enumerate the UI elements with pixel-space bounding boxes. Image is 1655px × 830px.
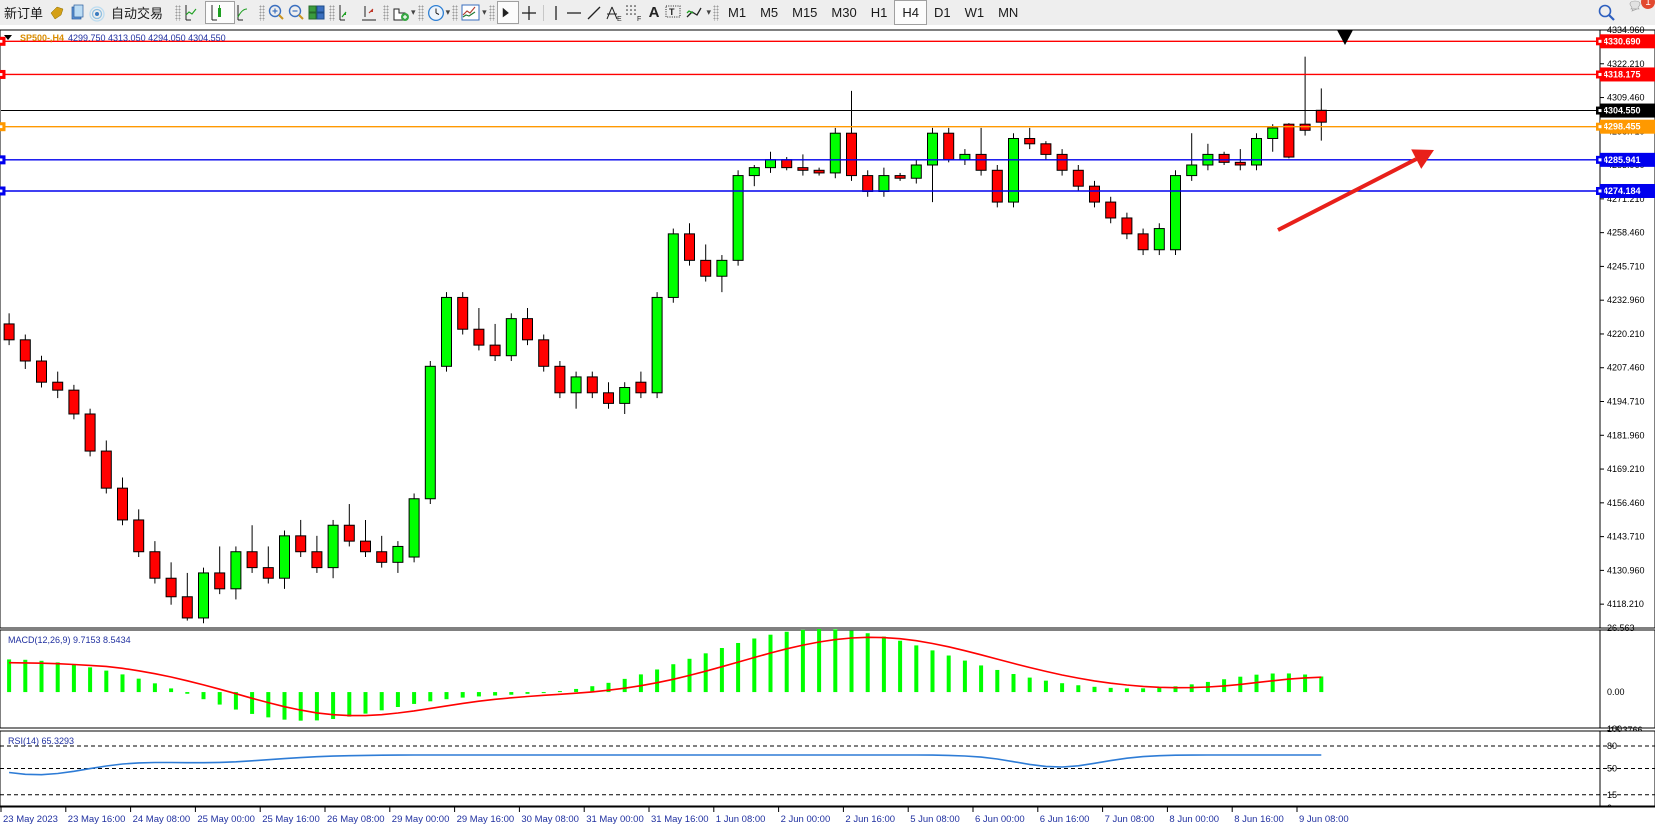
svg-text:29 May 16:00: 29 May 16:00: [457, 814, 515, 825]
svg-text:23 May 2023: 23 May 2023: [3, 814, 58, 825]
svg-text:SP500-,H4: SP500-,H4: [20, 33, 64, 43]
svg-text:4207.460: 4207.460: [1607, 363, 1645, 373]
svg-text:31 May 16:00: 31 May 16:00: [651, 814, 709, 825]
svg-text:4245.710: 4245.710: [1607, 261, 1645, 271]
svg-text:4334.960: 4334.960: [1607, 25, 1645, 35]
svg-text:4304.550: 4304.550: [1603, 106, 1641, 116]
svg-text:2 Jun 00:00: 2 Jun 00:00: [781, 814, 831, 825]
svg-text:25 May 16:00: 25 May 16:00: [262, 814, 320, 825]
svg-text:26.563: 26.563: [1607, 623, 1635, 633]
svg-text:4232.960: 4232.960: [1607, 295, 1645, 305]
svg-text:4330.690: 4330.690: [1603, 36, 1641, 46]
svg-text:4298.455: 4298.455: [1603, 122, 1641, 132]
svg-text:23 May 16:00: 23 May 16:00: [68, 814, 126, 825]
svg-text:29 May 00:00: 29 May 00:00: [392, 814, 450, 825]
svg-text:0.00: 0.00: [1607, 687, 1625, 697]
svg-text:MACD(12,26,9) 9.7153 8.5434: MACD(12,26,9) 9.7153 8.5434: [8, 635, 131, 645]
svg-text:9 Jun 08:00: 9 Jun 08:00: [1299, 814, 1349, 825]
svg-text:2 Jun 16:00: 2 Jun 16:00: [845, 814, 895, 825]
svg-text:25 May 00:00: 25 May 00:00: [197, 814, 255, 825]
svg-text:30 May 08:00: 30 May 08:00: [521, 814, 579, 825]
svg-text:6 Jun 16:00: 6 Jun 16:00: [1040, 814, 1090, 825]
svg-text:4181.960: 4181.960: [1607, 430, 1645, 440]
svg-text:F: F: [637, 16, 641, 23]
svg-text:E: E: [617, 16, 622, 23]
svg-text:RSI(14) 65.3293: RSI(14) 65.3293: [8, 736, 74, 746]
svg-text:4156.460: 4156.460: [1607, 498, 1645, 508]
svg-text:4309.460: 4309.460: [1607, 93, 1645, 103]
svg-text:8 Jun 00:00: 8 Jun 00:00: [1169, 814, 1219, 825]
svg-text:6 Jun 00:00: 6 Jun 00:00: [975, 814, 1025, 825]
svg-text:80: 80: [1607, 741, 1617, 751]
svg-text:4274.184: 4274.184: [1603, 186, 1641, 196]
svg-text:4118.210: 4118.210: [1607, 599, 1644, 609]
svg-text:4318.175: 4318.175: [1603, 69, 1641, 79]
svg-text:7 Jun 08:00: 7 Jun 08:00: [1105, 814, 1155, 825]
svg-text:26 May 08:00: 26 May 08:00: [327, 814, 385, 825]
svg-text:4258.460: 4258.460: [1607, 228, 1645, 238]
svg-text:4322.210: 4322.210: [1607, 59, 1645, 69]
svg-text:4169.210: 4169.210: [1607, 464, 1645, 474]
svg-text:4130.960: 4130.960: [1607, 565, 1645, 575]
svg-text:T: T: [669, 7, 675, 17]
svg-text:4143.710: 4143.710: [1607, 532, 1645, 542]
svg-text:15: 15: [1607, 790, 1617, 800]
svg-text:4299.750 4313.050 4294.050 430: 4299.750 4313.050 4294.050 4304.550: [68, 33, 226, 43]
svg-text:24 May 08:00: 24 May 08:00: [133, 814, 191, 825]
svg-text:5 Jun 08:00: 5 Jun 08:00: [910, 814, 960, 825]
svg-text:100: 100: [1607, 724, 1622, 734]
svg-text:31 May 00:00: 31 May 00:00: [586, 814, 644, 825]
svg-text:1 Jun 08:00: 1 Jun 08:00: [716, 814, 766, 825]
svg-text:4285.941: 4285.941: [1603, 155, 1641, 165]
svg-text:8 Jun 16:00: 8 Jun 16:00: [1234, 814, 1284, 825]
svg-text:4220.210: 4220.210: [1607, 329, 1645, 339]
svg-text:50: 50: [1607, 764, 1617, 774]
svg-text:4194.710: 4194.710: [1607, 397, 1645, 407]
